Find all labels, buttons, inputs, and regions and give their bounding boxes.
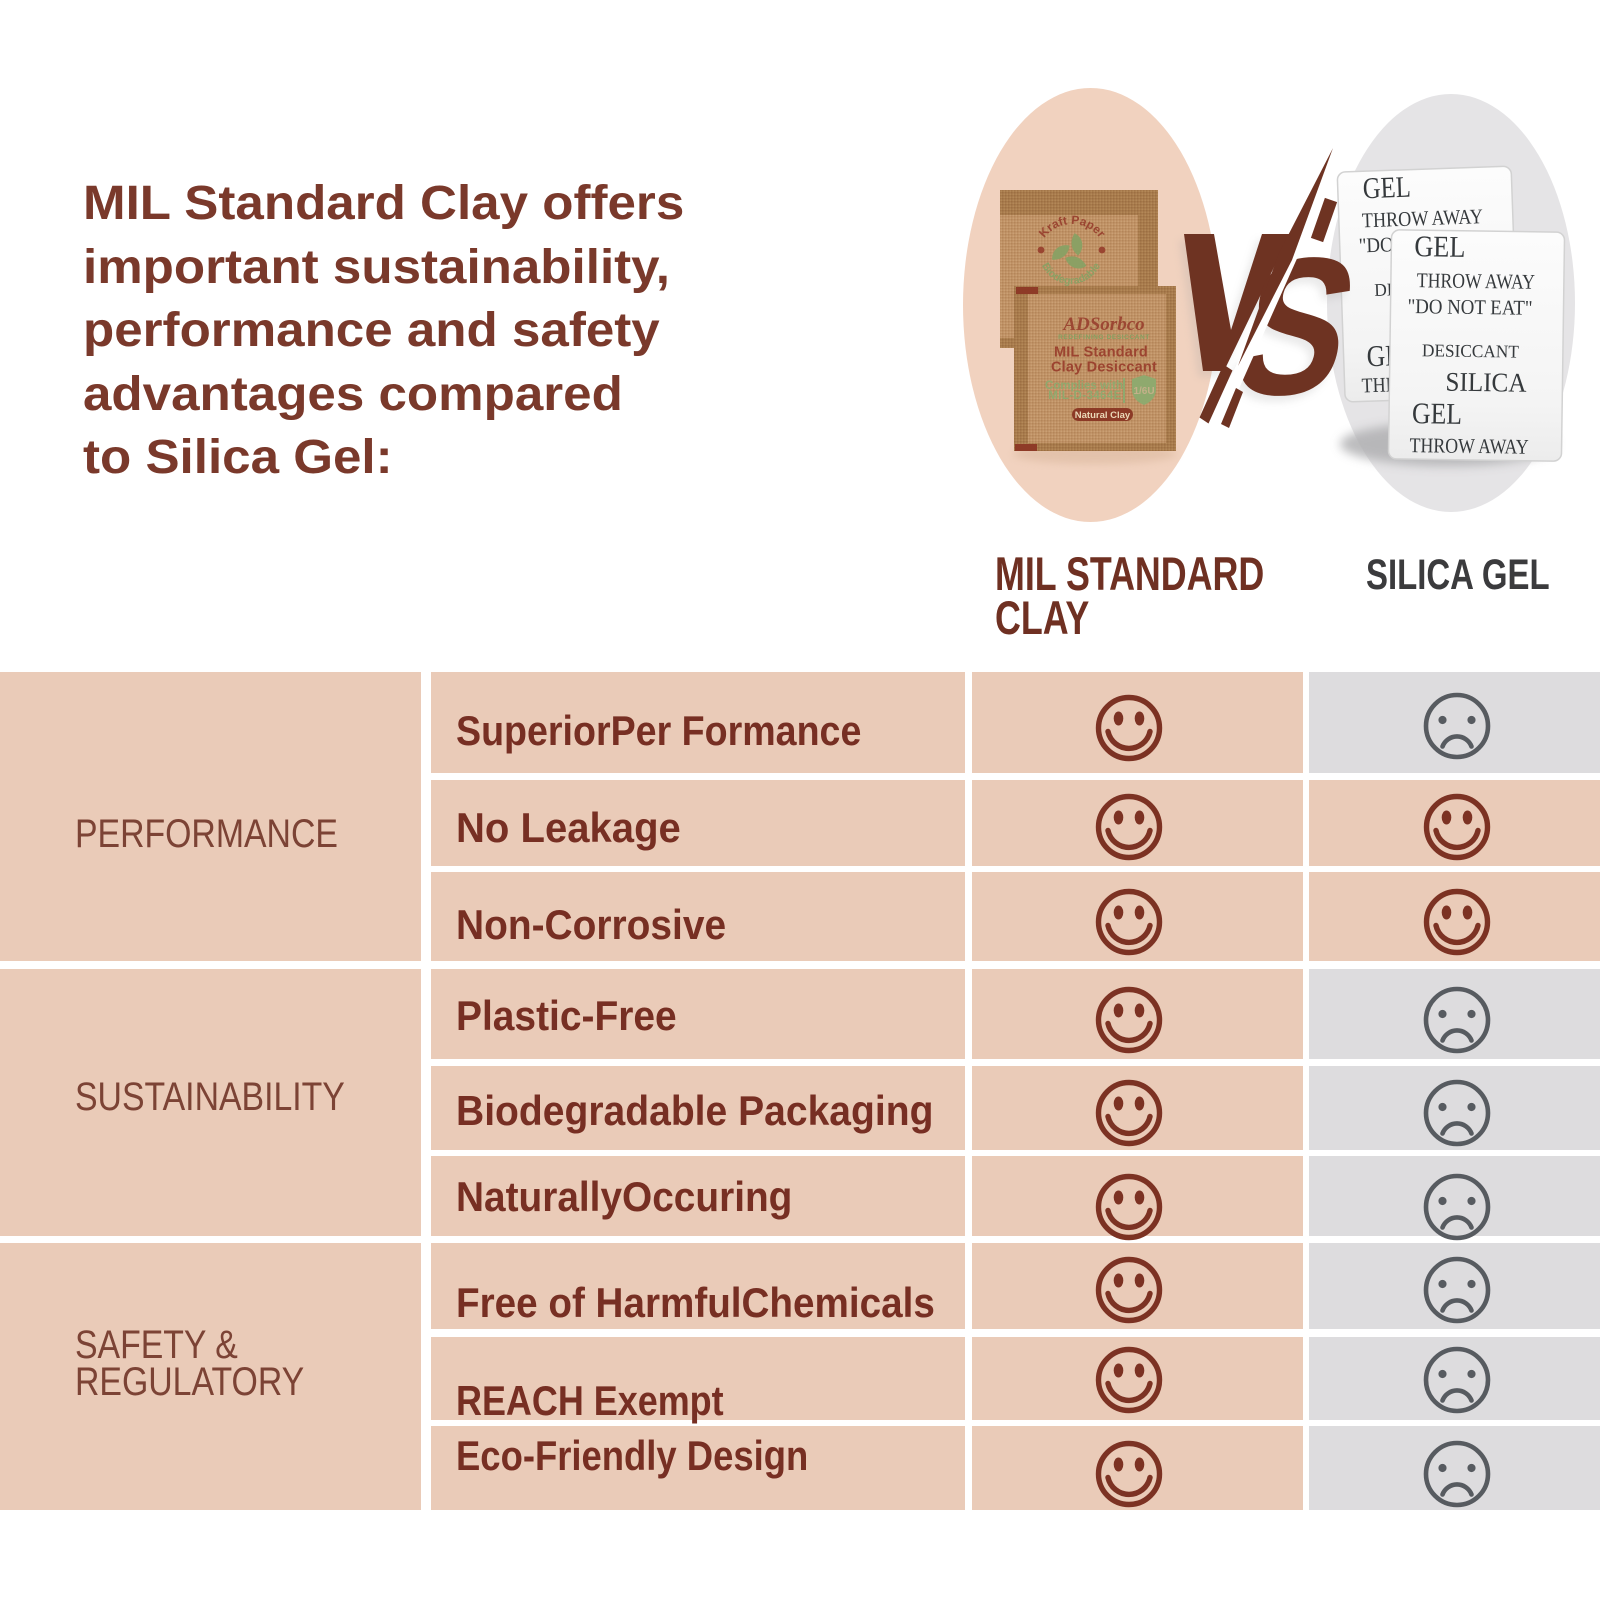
svg-text:GEL: GEL [1362,171,1411,206]
svg-text:GEL: GEL [1412,397,1462,431]
svg-text:Complies with: Complies with [1045,380,1123,392]
svg-text:"DO NOT EAT": "DO NOT EAT" [1407,294,1532,320]
svg-text:THROW AWAY: THROW AWAY [1409,433,1528,459]
svg-text:THROW AWAY: THROW AWAY [1417,268,1535,294]
svg-text:GEL: GEL [1414,230,1465,264]
svg-text:Clay Desiccant: Clay Desiccant [1051,360,1157,376]
svg-text:REDEFINING DESICCANT: REDEFINING DESICCANT [1058,334,1150,341]
svg-text:SILICA: SILICA [1445,367,1527,398]
svg-text:MIL Standard: MIL Standard [1054,345,1148,361]
svg-text:DESICCANT: DESICCANT [1422,340,1519,361]
svg-text:THROW AWAY: THROW AWAY [1361,204,1483,232]
svg-text:ADSorbco: ADSorbco [1062,314,1144,335]
svg-text:Natural Clay: Natural Clay [1075,410,1131,421]
svg-text:1/6U: 1/6U [1133,386,1154,397]
svg-text:MIL-D-3464E: MIL-D-3464E [1048,390,1121,402]
